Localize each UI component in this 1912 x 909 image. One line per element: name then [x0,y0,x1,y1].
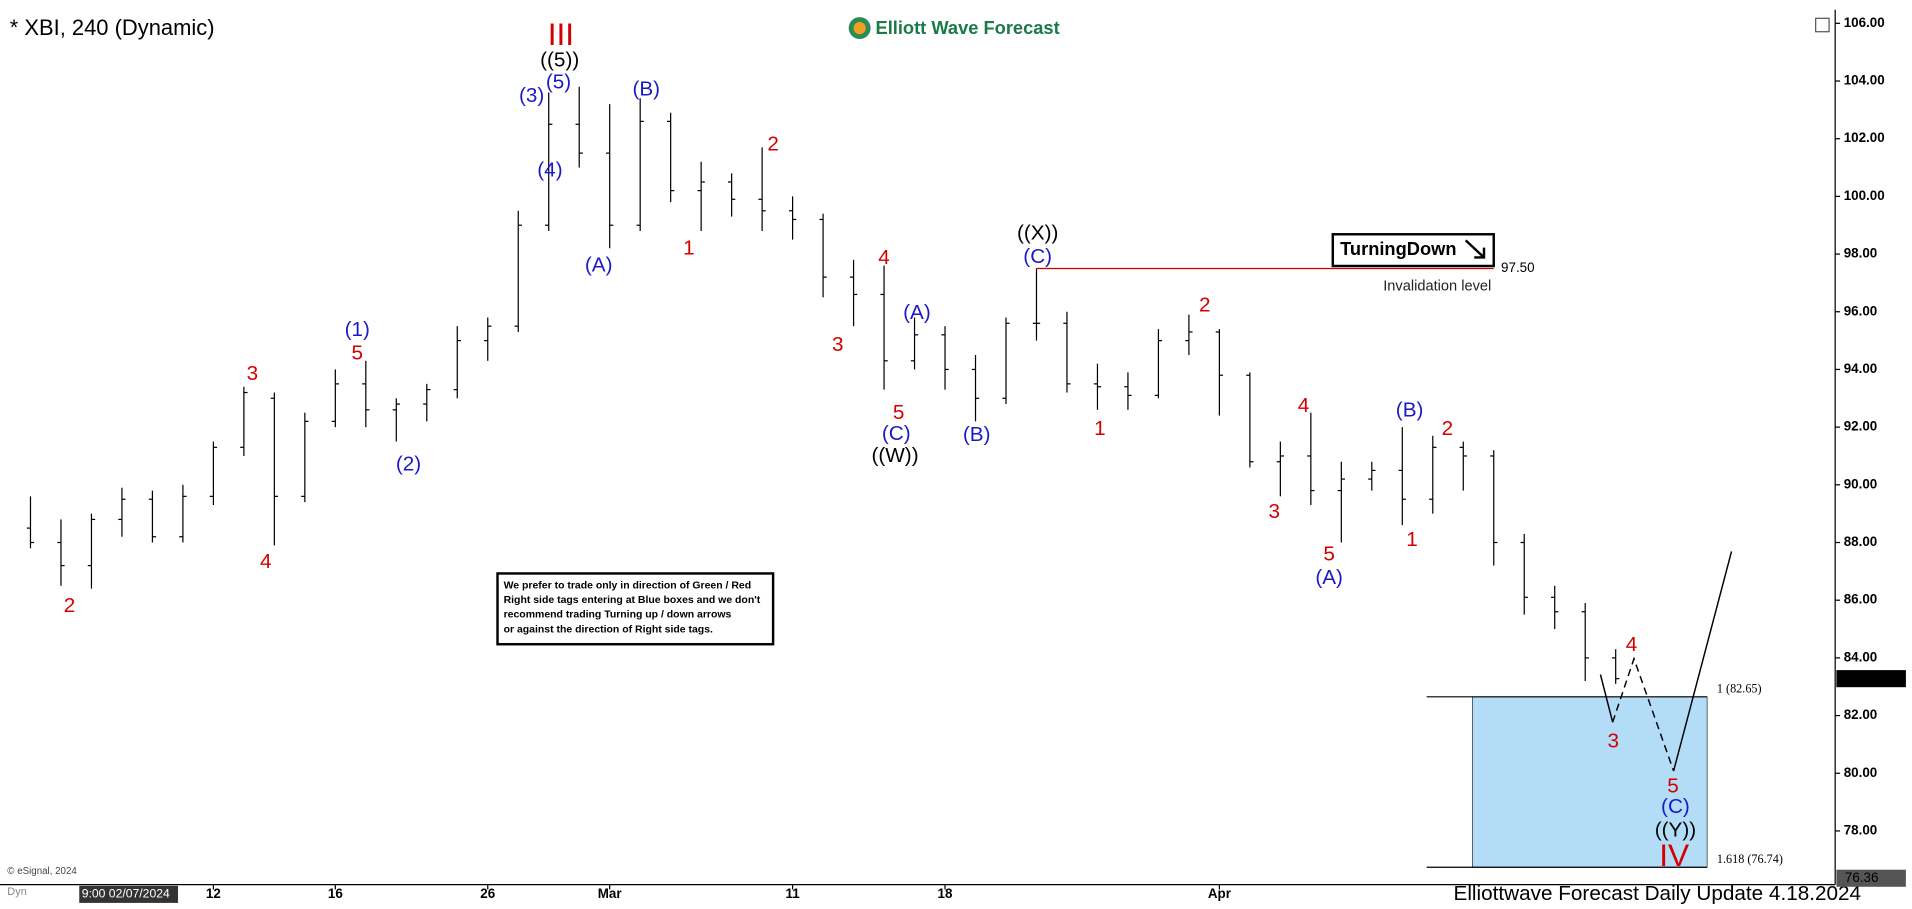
footer: Elliottwave Forecast Daily Update 4.18.2… [1454,882,1862,905]
wave-label: 1 [683,236,695,259]
wave-label: 3 [1268,500,1280,523]
invalidation-value: 97.50 [1501,260,1535,275]
wave-label: 4 [1626,633,1638,656]
wave-label: 5 [893,401,905,424]
x-tick-label: 18 [938,886,953,901]
mode-tag: Dyn [7,886,27,898]
cursor-price: 76.36 [1845,870,1879,885]
chart-title: * XBI, 240 (Dynamic) [10,15,215,40]
y-tick-label: 98.00 [1844,246,1878,261]
y-tick-label: 96.00 [1844,303,1878,318]
projection [1672,551,1733,772]
wave-label: (A) [585,253,613,276]
wave-label: (C) [882,422,911,445]
level-label: 1.618 (76.74) [1717,852,1783,866]
wave-label: 2 [1442,417,1454,440]
turning-down-box [1331,233,1495,268]
y-tick-label: 86.00 [1844,592,1878,607]
wave-label: 1 [1406,528,1418,551]
brand-logo: Elliott Wave Forecast [848,17,1060,40]
wave-label: III [548,16,574,52]
x-tick-label: 16 [328,886,343,901]
wave-label: 5 [1667,774,1679,797]
wave-label: (C) [1023,245,1052,268]
y-tick-label: 102.00 [1844,130,1885,145]
cursor-time: 9:00 02/07/2024 [82,887,170,901]
wave-label: (3) [519,84,544,107]
wave-label: (B) [1396,399,1424,422]
wave-label: (B) [632,78,660,101]
wave-label: (A) [1315,566,1343,589]
wave-label: 5 [352,341,364,364]
y-tick-label: 80.00 [1844,765,1878,780]
invalidation-label: Invalidation level [1383,279,1491,295]
wave-label: ((X)) [1017,222,1058,245]
level-label: 1 (82.65) [1717,681,1762,695]
wave-label: ((W)) [871,444,918,467]
wave-label: (A) [903,301,931,324]
y-tick-label: 82.00 [1844,707,1878,722]
wave-label: (C) [1661,795,1690,818]
window-icon[interactable] [1815,17,1830,33]
y-tick-label: 84.00 [1844,649,1878,664]
wave-label: 2 [1199,294,1211,317]
y-tick-label: 78.00 [1844,822,1878,837]
disclaimer-line: recommend trading Turning up / down arro… [504,610,732,621]
wave-label: (4) [537,158,562,181]
y-tick-label: 90.00 [1844,476,1878,491]
y-tick-label: 106.00 [1844,15,1885,30]
disclaimer-line: We prefer to trade only in direction of … [504,580,752,591]
wave-label: ((5)) [540,48,579,71]
x-tick-label: 26 [480,886,495,901]
last-price: 83.28 [1845,670,1879,685]
wave-label: 4 [1298,394,1310,417]
x-tick-label: Apr [1208,886,1232,901]
disclaimer-line: Right side tags entering at Blue boxes a… [504,595,761,606]
disclaimer-line: or against the direction of Right side t… [504,624,713,635]
wave-label: (5) [546,70,571,93]
down-arrow-icon [1464,239,1486,259]
x-tick-label: Mar [598,886,623,901]
last-price-box [1836,670,1906,688]
projection [1611,656,1675,772]
cursor-price-box [1836,869,1906,887]
wave-label: 2 [64,594,76,617]
wave-label: ((Y)) [1655,818,1696,841]
turning-down-tag: TurningDown [1340,238,1456,259]
y-tick-label: 100.00 [1844,188,1885,203]
y-tick-label: 104.00 [1844,73,1885,88]
copyright: © eSignal, 2024 [7,866,77,877]
disclaimer-box [496,572,775,646]
wave-label: 3 [247,362,259,385]
wave-label: 3 [1607,729,1619,752]
wave-label: 1 [1094,417,1106,440]
wave-label: 5 [1323,543,1335,566]
wave-label: (2) [396,452,421,475]
y-tick-label: 94.00 [1844,361,1878,376]
wave-label: IV [1659,837,1689,873]
x-tick-label: 11 [786,886,801,901]
y-tick-label: 88.00 [1844,534,1878,549]
brand-name: Elliott Wave Forecast [876,17,1060,38]
logo-core [853,21,866,35]
cursor-time-box [79,885,179,903]
projection [1599,674,1614,723]
wave-label: (B) [963,423,991,446]
wave-label: (1) [345,318,370,341]
x-tick-label: 12 [206,886,221,901]
y-tick-label: 92.00 [1844,419,1878,434]
wave-label: 2 [767,133,779,156]
wave-label: 4 [260,550,272,573]
wave-label: 3 [832,333,844,356]
wave-label: 4 [878,246,890,269]
